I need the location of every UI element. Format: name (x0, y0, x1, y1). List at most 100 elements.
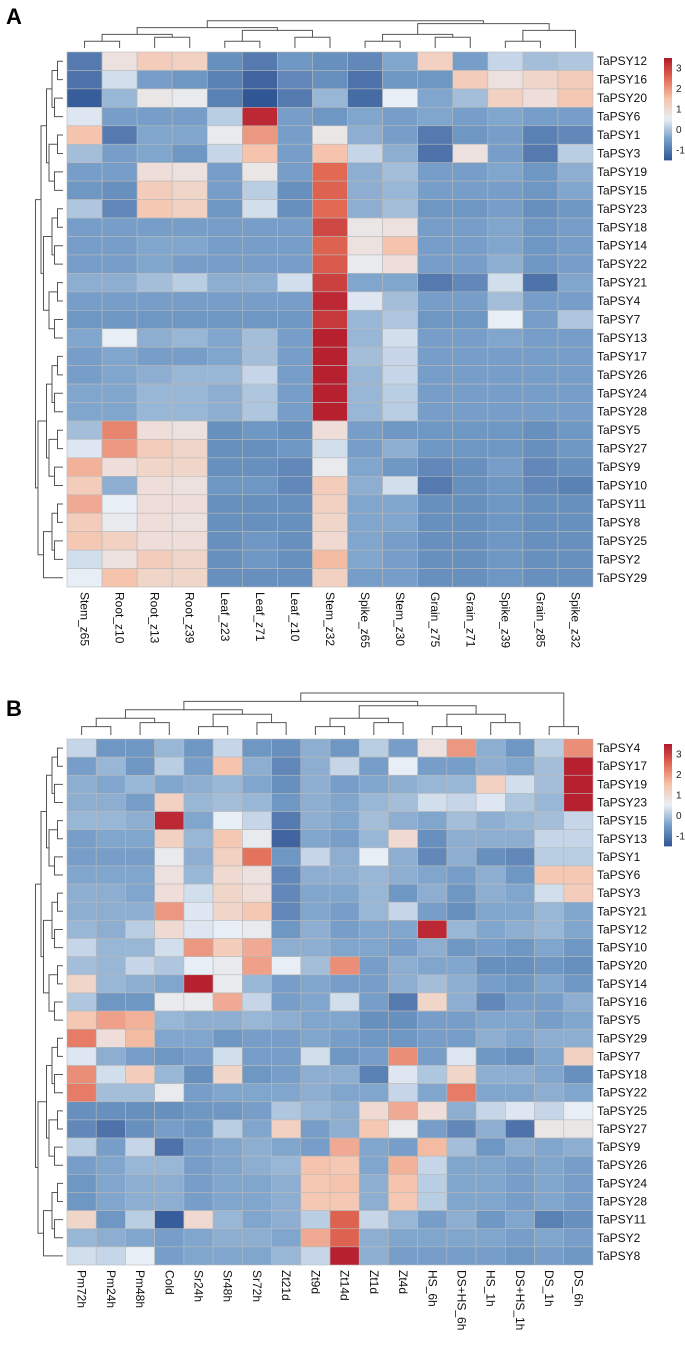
dendrogram-branch (57, 503, 63, 523)
heatmap-cell (417, 1228, 448, 1248)
heatmap-cell (522, 568, 559, 588)
heatmap-cell (242, 1246, 272, 1266)
heatmap-cell (95, 938, 126, 957)
heatmap-cell (417, 1101, 448, 1121)
heatmap-cell (171, 273, 208, 293)
heatmap-cell (563, 1228, 594, 1248)
heatmap-cell (136, 162, 173, 182)
heatmap-cell (277, 476, 313, 496)
dendrogram-branch (37, 1101, 47, 1234)
heatmap-cell (66, 1137, 97, 1157)
heatmap-cell (277, 88, 313, 108)
heatmap-cell (271, 883, 302, 903)
heatmap-cell (446, 1028, 477, 1048)
heatmap-cell (125, 774, 155, 794)
colorbar-segment (664, 783, 672, 786)
heatmap-cell (242, 1137, 272, 1157)
heatmap-cell (242, 143, 278, 163)
dendrogram-branch (101, 33, 173, 42)
heatmap-cell (329, 920, 360, 939)
heatmap-cell (312, 254, 348, 274)
heatmap-cell (417, 199, 454, 219)
dendrogram-branch (358, 705, 477, 719)
heatmap-cell (242, 568, 278, 588)
heatmap-cell (388, 938, 418, 957)
dendrogram-branch (136, 27, 278, 35)
heatmap-cell (242, 254, 278, 274)
dendrogram-branch (48, 291, 58, 330)
heatmap-cell (382, 346, 418, 366)
heatmap-cell (388, 1137, 418, 1157)
heatmap-cell (183, 1228, 214, 1248)
heatmap-cell (136, 125, 173, 145)
heatmap-cell (300, 1137, 331, 1157)
colorbar-segment (664, 769, 672, 772)
heatmap-cell (388, 847, 418, 867)
heatmap-cell (505, 920, 535, 939)
row-label: TaPSY12 (597, 54, 647, 68)
heatmap-cell (382, 568, 418, 588)
heatmap-cell (300, 1101, 331, 1121)
heatmap-cell (312, 457, 348, 477)
heatmap-cell (271, 738, 302, 758)
heatmap-cell (475, 1246, 506, 1266)
heatmap-cell (101, 476, 138, 496)
heatmap-cell (557, 143, 594, 163)
heatmap-cell (136, 512, 173, 532)
row-label: TaPSY9 (597, 460, 641, 474)
heatmap-cell (300, 1246, 331, 1266)
heatmap-cell (382, 512, 418, 532)
heatmap-cell (242, 512, 278, 532)
heatmap-cell (522, 88, 559, 108)
heatmap-cell (101, 568, 138, 588)
heatmap-cell (66, 88, 103, 108)
heatmap-cell (66, 847, 97, 867)
dendrogram-branch (81, 726, 112, 735)
row-label: TaPSY5 (597, 1013, 641, 1027)
heatmap-cell (557, 346, 594, 366)
colorbar: 3 2 1 0 -1 (664, 744, 685, 847)
heatmap-cell (487, 439, 524, 459)
column-label: Root_z39 (183, 592, 197, 644)
colorbar-segment (664, 813, 672, 816)
heatmap-cell (154, 1010, 185, 1030)
heatmap-cell (212, 1028, 243, 1048)
heatmap-cell (154, 793, 185, 812)
heatmap-cell (388, 1083, 418, 1103)
heatmap-panel-a: TaPSY12TaPSY16TaPSY20TaPSY6TaPSY1TaPSY3T… (35, 20, 685, 648)
heatmap-cell (66, 883, 97, 903)
heatmap-cell (329, 1101, 360, 1121)
colorbar-segment (664, 747, 672, 750)
heatmap-cell (154, 1028, 185, 1048)
heatmap-cell (300, 738, 331, 758)
heatmap-cell (277, 420, 313, 440)
heatmap-cell (66, 865, 97, 885)
heatmap-cell (358, 847, 389, 867)
heatmap-cell (563, 774, 594, 794)
heatmap-cell (347, 143, 383, 163)
heatmap-cell (271, 1065, 302, 1084)
heatmap-cell (125, 1246, 155, 1266)
heatmap-cell (534, 811, 565, 830)
heatmap-cell (534, 1065, 565, 1084)
heatmap-cell (277, 125, 313, 145)
colorbar-segment (664, 71, 672, 74)
heatmap-cell (95, 992, 126, 1012)
dendrogram-branch (54, 1219, 63, 1239)
heatmap-cell (300, 1010, 331, 1030)
heatmap-cell (242, 549, 278, 569)
colorbar-segment (664, 110, 672, 113)
heatmap-cell (271, 1028, 302, 1048)
heatmap-cell (358, 774, 389, 794)
heatmap-cell (95, 901, 126, 921)
heatmap-cell (522, 51, 559, 71)
heatmap-cell (358, 992, 389, 1012)
heatmap-cell (382, 531, 418, 551)
dendrogram-branch (54, 466, 63, 487)
heatmap-cell (242, 756, 272, 776)
heatmap-cell (417, 365, 454, 385)
colorbar-segment (664, 796, 672, 799)
heatmap-cell (557, 420, 594, 440)
heatmap-cell (171, 476, 208, 496)
heatmap-cell (358, 920, 389, 939)
